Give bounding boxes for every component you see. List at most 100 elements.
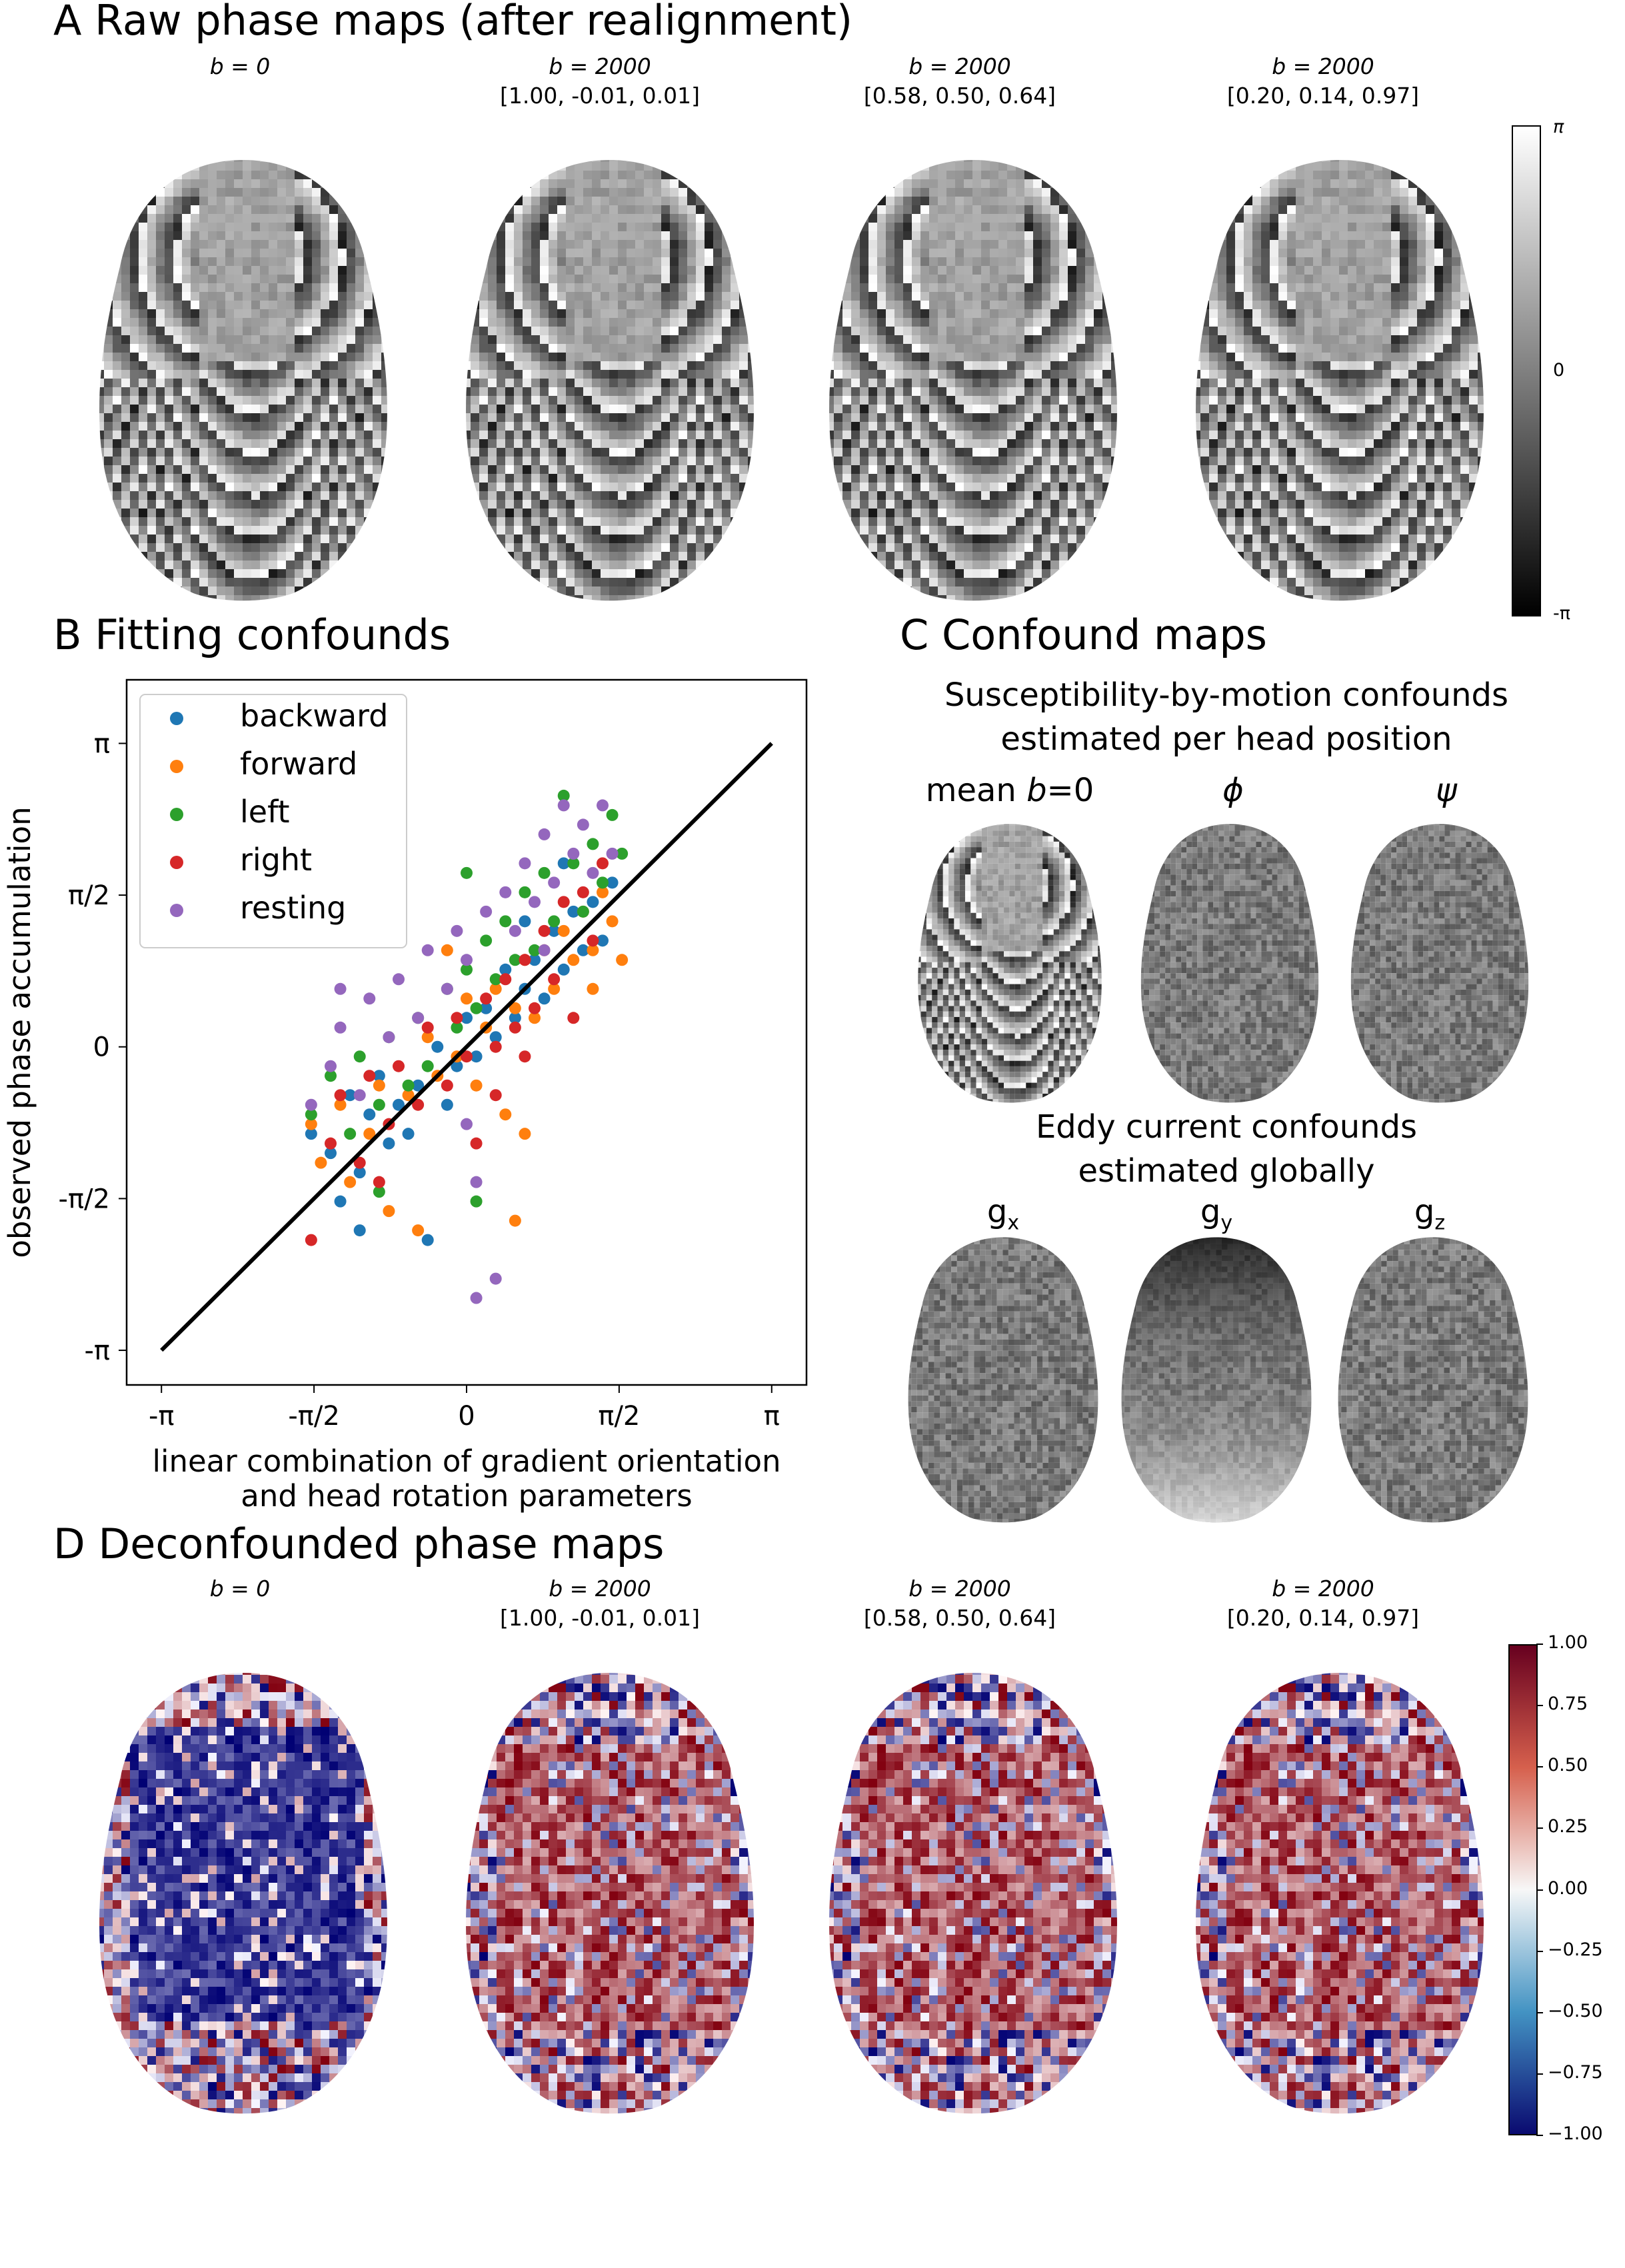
point-forward: [606, 915, 619, 928]
colorbar-tick-label: −0.25: [1548, 1939, 1603, 1960]
legend-marker-right: [170, 856, 183, 869]
point-forward: [383, 1205, 395, 1218]
point-forward: [567, 954, 580, 966]
colorbar-tick-label: 0.00: [1548, 1877, 1588, 1899]
point-backward: [461, 1012, 473, 1024]
map-vector-label: [0.58, 0.50, 0.64]: [863, 83, 1056, 109]
point-backward: [363, 1108, 376, 1121]
point-left: [461, 866, 473, 879]
legend-marker-resting: [170, 904, 183, 917]
point-backward: [538, 992, 551, 1005]
point-left: [325, 1070, 337, 1082]
point-forward: [519, 1128, 531, 1140]
colorbar-tick-label: 0.75: [1548, 1694, 1588, 1715]
colorbar-tick-label: 0.25: [1548, 1816, 1588, 1837]
point-resting: [461, 954, 473, 966]
legend-label-backward: backward: [240, 698, 388, 734]
point-backward: [353, 1224, 366, 1237]
y-tick-label: -π/2: [59, 1184, 110, 1214]
legend-label-right: right: [240, 842, 312, 878]
map-b-label: b = 0: [209, 53, 271, 79]
phi-label: ϕ: [1222, 772, 1244, 809]
point-resting: [412, 1012, 425, 1024]
legend-box: [139, 694, 407, 948]
point-resting: [363, 992, 376, 1005]
point-right: [412, 1098, 425, 1111]
point-backward: [470, 1050, 483, 1063]
point-forward: [587, 944, 599, 956]
point-backward: [489, 1031, 502, 1044]
point-forward: [470, 1079, 483, 1092]
point-resting: [489, 1272, 502, 1285]
point-right: [363, 1070, 376, 1082]
identity-line: [160, 742, 773, 1352]
point-resting: [353, 1089, 366, 1102]
colorbar-tick: [1536, 1644, 1543, 1645]
point-resting: [325, 1060, 337, 1072]
gz-map: [1330, 1233, 1536, 1526]
point-forward: [412, 1224, 425, 1237]
point-right: [499, 973, 512, 986]
point-backward: [519, 915, 531, 928]
raw-phase-map-2: [453, 153, 767, 606]
colorbar-tick-label: −1.00: [1548, 2123, 1603, 2144]
point-left: [616, 847, 629, 860]
panel-d-map-title-4: b = 2000 [0.20, 0.14, 0.97]: [1210, 1574, 1436, 1633]
point-left: [587, 838, 599, 850]
panel-d-map-title-1: b = 0: [127, 1574, 353, 1604]
point-resting: [451, 924, 463, 937]
map-vector-label: [1.00, -0.01, 0.01]: [499, 1605, 701, 1631]
point-resting: [480, 905, 493, 918]
map-vector-label: [0.58, 0.50, 0.64]: [863, 1605, 1056, 1631]
point-forward: [373, 1079, 385, 1092]
map-b-label: b = 2000: [1272, 1576, 1374, 1602]
point-backward: [451, 1060, 463, 1072]
point-forward: [402, 1089, 415, 1102]
point-resting: [577, 818, 589, 831]
legend-marker-left: [170, 808, 183, 821]
point-left: [538, 866, 551, 879]
point-resting: [509, 924, 521, 937]
point-backward: [557, 857, 570, 870]
map-b-label: b = 2000: [908, 53, 1011, 79]
panel-a-map-title-3: b = 2000 [0.58, 0.50, 0.64]: [846, 52, 1073, 111]
point-resting: [470, 1176, 483, 1188]
point-backward: [606, 876, 619, 889]
point-backward: [383, 1137, 395, 1150]
point-forward: [344, 1176, 357, 1188]
colorbar-tick-label: 1.00: [1548, 1632, 1588, 1653]
point-forward: [489, 982, 502, 995]
phi-map: [1133, 820, 1326, 1106]
gy-map: [1113, 1233, 1320, 1526]
point-resting: [529, 896, 541, 908]
point-backward: [305, 1128, 317, 1140]
map-b-label: b = 2000: [908, 1576, 1011, 1602]
point-backward: [587, 896, 599, 908]
panel-a-map-title-4: b = 2000 [0.20, 0.14, 0.97]: [1210, 52, 1436, 111]
point-left: [373, 1098, 385, 1111]
eddy-heading: Eddy current confounds estimated globall…: [880, 1105, 1573, 1193]
legend-label-left: left: [240, 794, 290, 830]
point-backward: [412, 1079, 425, 1092]
colorbar-tick-label: −0.50: [1548, 2000, 1603, 2021]
point-resting: [441, 982, 453, 995]
panel-a-map-title-2: b = 2000 [1.00, -0.01, 0.01]: [487, 52, 713, 111]
deconfounded-map-2: [453, 1666, 767, 2119]
point-right: [587, 934, 599, 947]
colorbar-tick: [1536, 2073, 1543, 2075]
x-axis-label: and head rotation parameters: [241, 1478, 692, 1514]
point-forward: [305, 1118, 317, 1130]
point-resting: [383, 1031, 395, 1044]
eddy-heading-line-1: Eddy current confounds: [1035, 1108, 1418, 1146]
map-b-label: b = 0: [209, 1576, 271, 1602]
x-tick-label: π/2: [598, 1401, 640, 1432]
point-forward: [548, 982, 561, 995]
point-right: [489, 1089, 502, 1102]
point-left: [353, 1050, 366, 1063]
phase-colorbar: [1512, 125, 1541, 616]
point-resting: [567, 847, 580, 860]
point-left: [402, 1079, 415, 1092]
point-left: [451, 1021, 463, 1034]
point-right: [480, 992, 493, 1005]
point-right: [548, 973, 561, 986]
